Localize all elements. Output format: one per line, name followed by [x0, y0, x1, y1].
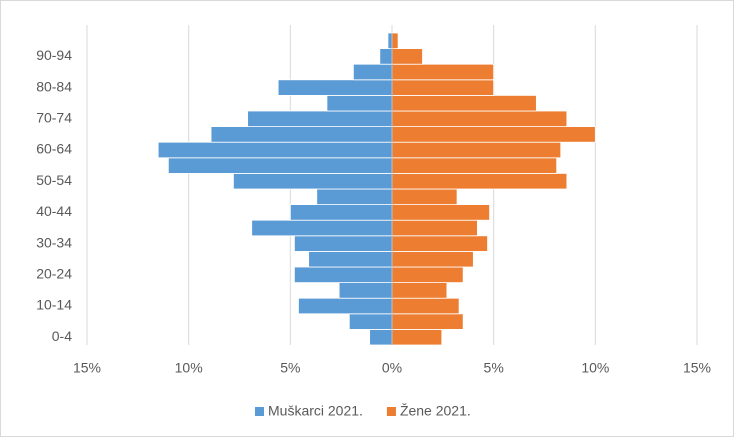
x-tick-label: 0%: [382, 360, 402, 376]
legend-swatch: [255, 407, 264, 416]
bar: [391, 250, 474, 268]
bar: [391, 110, 568, 128]
bar: [391, 157, 558, 174]
y-tick-label: 70-74: [36, 110, 72, 126]
bar: [391, 141, 562, 159]
y-tick-label: 80-84: [36, 78, 72, 94]
bar: [326, 95, 393, 112]
y-tick-label: 0-4: [52, 328, 72, 344]
bar: [391, 63, 495, 81]
y-tick-label: 90-94: [36, 47, 72, 63]
bar: [167, 157, 393, 174]
bar: [391, 79, 495, 96]
bar: [251, 219, 393, 237]
bar: [391, 172, 568, 190]
bar: [391, 188, 458, 206]
bar: [391, 313, 464, 330]
bar: [391, 235, 488, 252]
bar: [293, 266, 393, 284]
bar: [247, 110, 393, 128]
bar: [293, 235, 393, 252]
bar: [210, 126, 393, 143]
bar: [391, 297, 460, 315]
bar: [348, 313, 393, 330]
x-tick-label: 10%: [175, 360, 203, 376]
y-tick-label: 50-54: [36, 172, 72, 188]
bar: [391, 32, 399, 50]
y-tick-label: 30-34: [36, 234, 72, 250]
bar: [352, 63, 393, 81]
bar: [369, 328, 393, 346]
bar: [308, 250, 393, 268]
bar: [277, 79, 393, 96]
x-tick-label: 5%: [280, 360, 300, 376]
bar: [391, 126, 596, 143]
x-tick-label: 5%: [484, 360, 504, 376]
y-tick-label: 60-64: [36, 141, 72, 157]
bar: [391, 95, 537, 112]
x-tick-label: 15%: [683, 360, 711, 376]
legend-label: Žene 2021.: [400, 403, 471, 419]
bar: [387, 32, 393, 50]
bar: [391, 219, 478, 237]
x-tick-label: 15%: [73, 360, 101, 376]
bar: [391, 48, 423, 65]
bar: [338, 282, 393, 299]
legend-swatch: [386, 407, 396, 416]
bar: [289, 204, 393, 221]
y-tick-label: 20-24: [36, 266, 72, 282]
bar: [379, 48, 393, 65]
bar: [391, 204, 490, 221]
legend-label: Muškarci 2021.: [268, 403, 363, 419]
bar: [391, 328, 443, 346]
y-tick-label: 10-14: [36, 297, 72, 313]
bar: [391, 266, 464, 284]
y-tick-label: 40-44: [36, 203, 72, 219]
bar: [391, 282, 448, 299]
x-tick-label: 10%: [581, 360, 609, 376]
bar: [232, 172, 393, 190]
bar: [157, 141, 393, 159]
bar: [298, 297, 393, 315]
bar: [316, 188, 393, 206]
